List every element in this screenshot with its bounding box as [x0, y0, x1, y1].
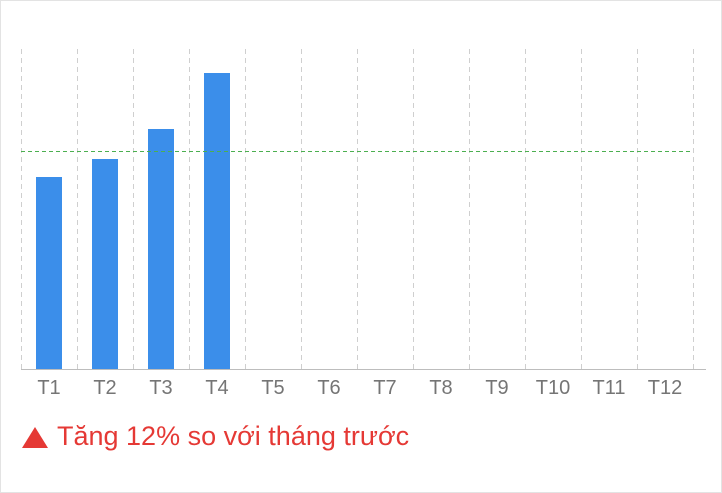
bars	[36, 73, 230, 369]
bar-T3	[148, 129, 174, 369]
x-tick-label-T2: T2	[93, 377, 116, 399]
bar-chart: T1 T2 T3 T4 T5 T6 T7 T8 T9 T10 T11 T12	[21, 49, 706, 399]
x-tick-label-T11: T11	[593, 377, 626, 399]
x-tick-labels: T1 T2 T3 T4 T5 T6 T7 T8 T9 T10 T11 T12	[37, 377, 682, 399]
x-tick-label-T9: T9	[485, 377, 508, 399]
triangle-up-icon	[22, 426, 48, 448]
x-tick-label-T3: T3	[149, 377, 172, 399]
x-tick-label-T12: T12	[648, 377, 682, 399]
x-tick-label-T8: T8	[429, 377, 452, 399]
bar-T1	[36, 177, 62, 369]
grid-lines	[21, 49, 694, 369]
bar-T2	[92, 159, 118, 369]
x-tick-label-T4: T4	[205, 377, 228, 399]
x-tick-label-T1: T1	[37, 377, 60, 399]
trend-status-text: Tăng 12% so với tháng trước	[57, 421, 410, 451]
x-tick-label-T7: T7	[373, 377, 396, 399]
bar-T4	[204, 73, 230, 369]
x-tick-label-T10: T10	[536, 377, 570, 399]
x-tick-label-T5: T5	[261, 377, 284, 399]
x-tick-label-T6: T6	[317, 377, 340, 399]
trend-status: Tăng 12% so với tháng trước	[21, 421, 409, 452]
